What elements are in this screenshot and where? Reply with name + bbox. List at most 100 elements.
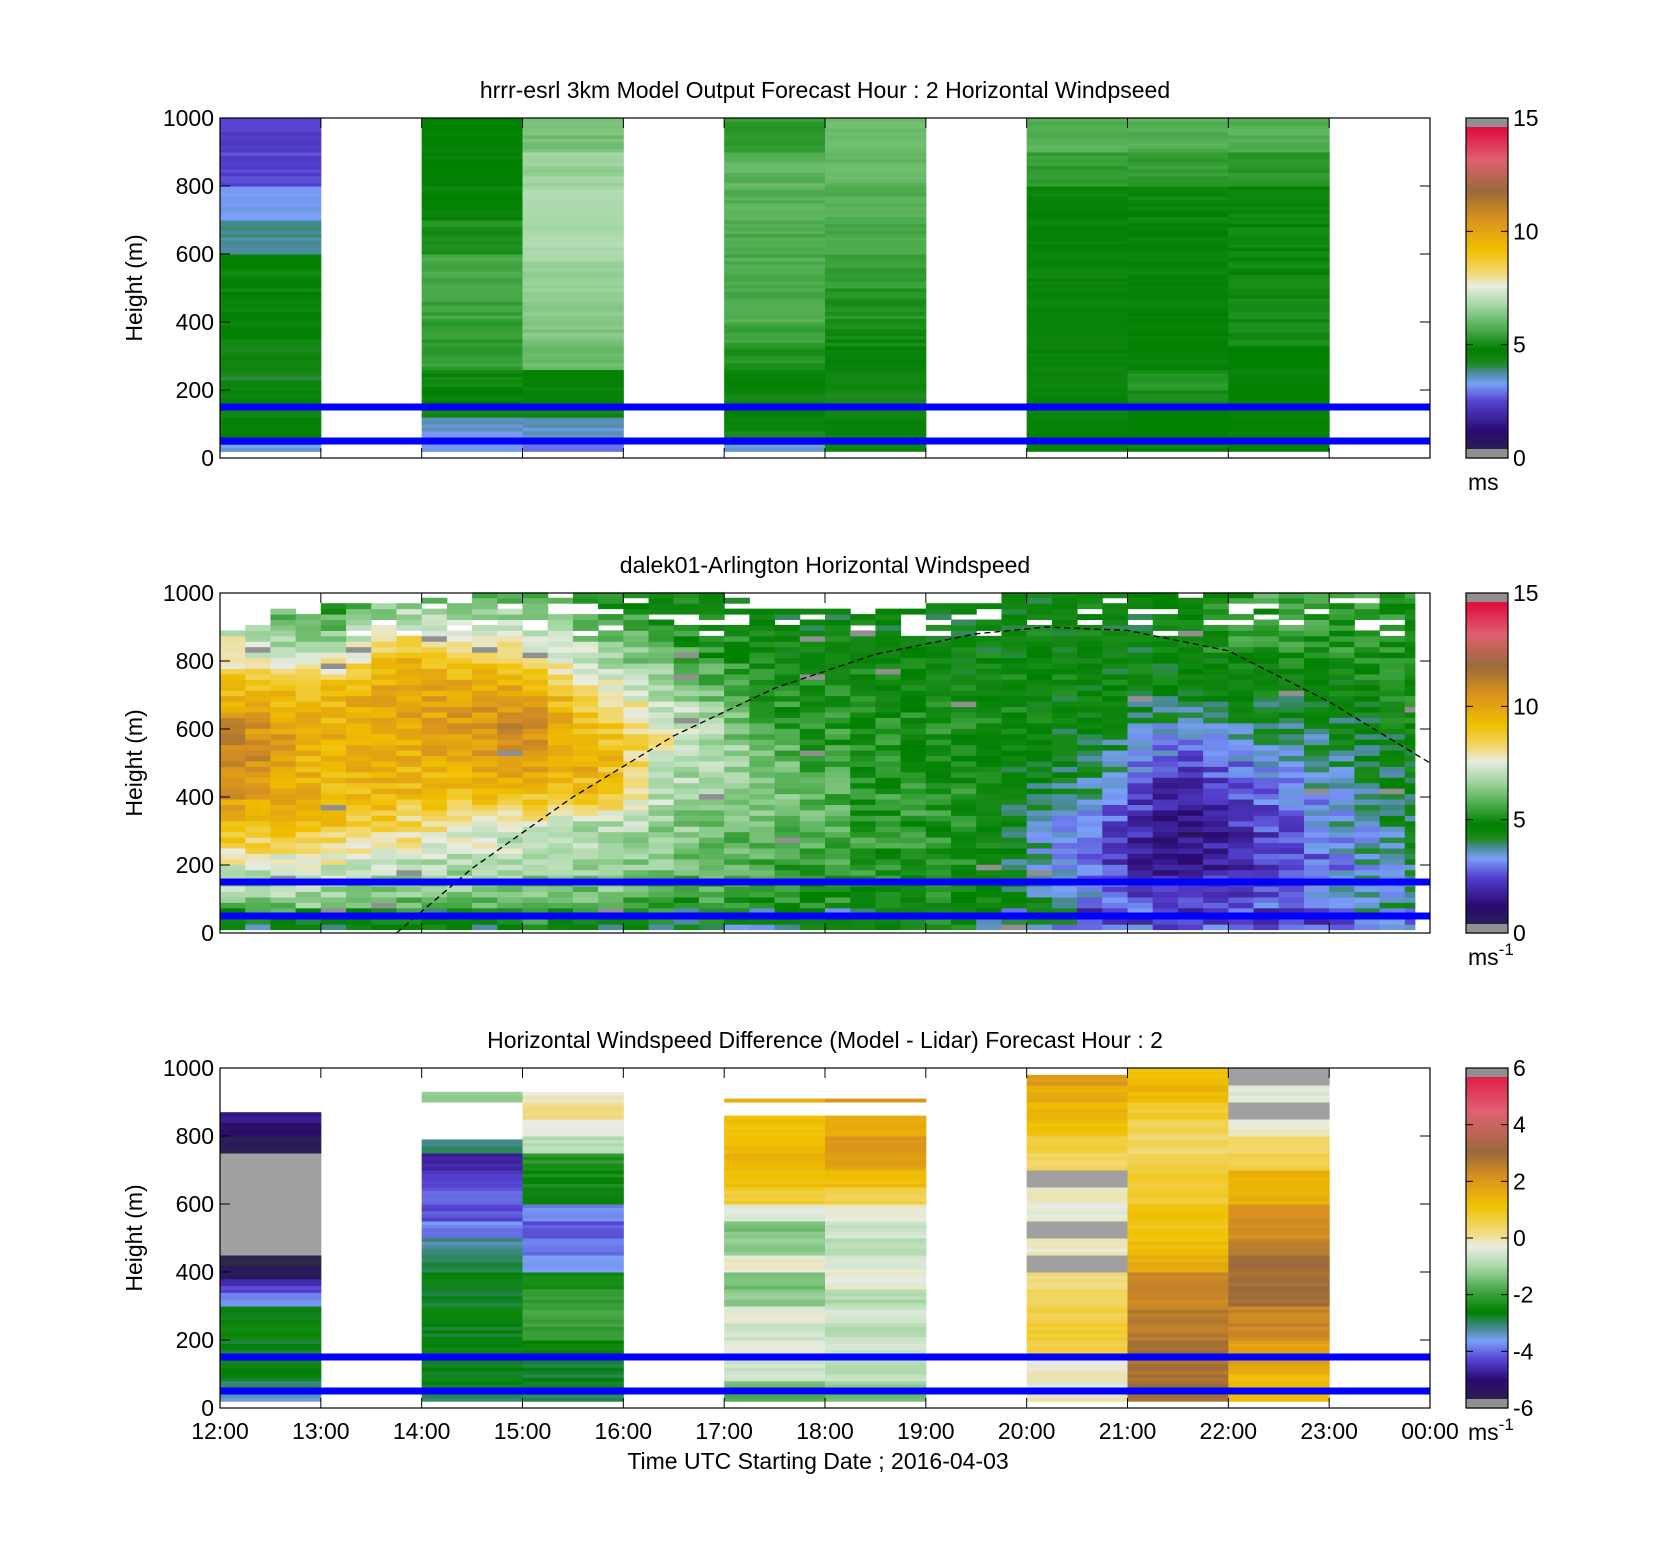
heatmap-cell <box>547 739 574 746</box>
heatmap-cell <box>724 907 750 914</box>
heatmap-cell <box>522 886 549 893</box>
heatmap-cell <box>522 260 624 265</box>
heatmap-cell <box>1228 223 1330 228</box>
heatmap-cell <box>724 1248 826 1253</box>
heatmap-cell <box>1253 858 1280 865</box>
colorbar-segment <box>1466 744 1508 748</box>
heatmap-cell <box>749 679 776 686</box>
heatmap-cell <box>346 896 372 903</box>
heatmap-cell <box>724 1153 826 1157</box>
heatmap-cell <box>648 771 675 778</box>
heatmap-cell <box>825 339 927 343</box>
heatmap-cell <box>900 739 927 746</box>
heatmap-cell <box>497 592 523 599</box>
heatmap-cell <box>522 1119 624 1123</box>
heatmap-cell <box>825 390 927 394</box>
heatmap-cell <box>320 837 347 844</box>
heatmap-cell <box>724 1231 826 1236</box>
heatmap-cell <box>724 869 750 876</box>
heatmap-cell <box>774 690 801 697</box>
heatmap-cell <box>1127 1285 1229 1290</box>
heatmap-cell <box>421 342 523 347</box>
heatmap-cell <box>1026 809 1053 816</box>
heatmap-cell <box>1228 641 1255 648</box>
heatmap-cell <box>1354 826 1381 833</box>
heatmap-cell <box>825 712 851 718</box>
heatmap-cell <box>825 352 927 357</box>
heatmap-cell <box>522 264 624 269</box>
heatmap-cell <box>724 858 750 865</box>
heatmap-cell <box>925 624 952 631</box>
colorbar-segment <box>1466 826 1508 830</box>
heatmap-cell <box>1404 793 1416 800</box>
heatmap-cell <box>925 695 952 702</box>
heatmap-cell <box>572 652 599 659</box>
heatmap-cell <box>346 815 372 822</box>
colorbar-segment <box>1466 699 1508 703</box>
heatmap-cell <box>1203 864 1229 871</box>
colorbar-segment <box>1466 1281 1508 1284</box>
heatmap-cell <box>1228 1343 1330 1348</box>
heatmap-cell <box>522 158 624 163</box>
heatmap-cell <box>1228 1251 1330 1256</box>
heatmap-cell <box>1253 799 1280 805</box>
heatmap-cell <box>1026 1282 1128 1287</box>
heatmap-cell <box>1102 864 1128 871</box>
heatmap-cell <box>446 690 473 697</box>
colorbar-tick-label: 0 <box>1513 445 1526 471</box>
heatmap-cell <box>522 1122 624 1127</box>
heatmap-cell <box>522 356 624 360</box>
heatmap-cell <box>1026 1193 1128 1198</box>
colorbar-segment <box>1466 1389 1508 1393</box>
heatmap-cell <box>1404 614 1416 621</box>
heatmap-cell <box>320 820 347 827</box>
heatmap-cell <box>825 1163 927 1168</box>
heatmap-cell <box>547 896 574 903</box>
heatmap-cell <box>522 831 549 838</box>
heatmap-cell <box>1228 1285 1330 1290</box>
heatmap-cell <box>396 853 423 860</box>
heatmap-cell <box>698 799 725 805</box>
heatmap-cell <box>1379 760 1406 767</box>
heatmap-cell <box>1077 712 1103 718</box>
heatmap-cell <box>1127 788 1154 795</box>
heatmap-cell <box>421 274 523 279</box>
heatmap-cell <box>295 809 322 816</box>
heatmap-cell <box>295 652 322 659</box>
heatmap-cell <box>825 1204 927 1208</box>
heatmap-cell <box>623 804 650 811</box>
heatmap-cell <box>1127 722 1154 729</box>
heatmap-cell <box>1253 864 1280 871</box>
heatmap-cell <box>1379 652 1406 659</box>
heatmap-cell <box>900 750 927 757</box>
heatmap-cell <box>698 853 725 860</box>
heatmap-cell <box>623 864 650 871</box>
heatmap-cell <box>497 619 523 626</box>
heatmap-cell <box>1102 896 1128 903</box>
heatmap-cell <box>472 848 498 854</box>
heatmap-cell <box>1404 788 1416 795</box>
heatmap-cell <box>396 657 423 664</box>
heatmap-cell <box>598 848 624 854</box>
heatmap-cell <box>825 1302 927 1307</box>
heatmap-cell <box>875 722 902 729</box>
heatmap-cell <box>220 1193 322 1198</box>
heatmap-cell <box>1228 1299 1330 1304</box>
heatmap-cell <box>346 853 372 860</box>
heatmap-cell <box>825 641 851 648</box>
colorbar-segment <box>1466 1199 1508 1203</box>
heatmap-cell <box>396 902 423 909</box>
colorbar-segment <box>1466 1315 1508 1318</box>
heatmap-cell <box>1329 755 1355 762</box>
heatmap-cell <box>724 396 826 401</box>
heatmap-cell <box>900 804 927 811</box>
heatmap-cell <box>799 907 826 914</box>
heatmap-cell <box>825 1098 927 1103</box>
heatmap-cell <box>925 793 952 800</box>
heatmap-cell <box>220 427 322 432</box>
heatmap-cell <box>421 875 448 882</box>
heatmap-cell <box>220 755 246 762</box>
colorbar-segment <box>1466 1258 1508 1262</box>
heatmap-cell <box>598 902 624 909</box>
heatmap-cell <box>648 869 675 876</box>
